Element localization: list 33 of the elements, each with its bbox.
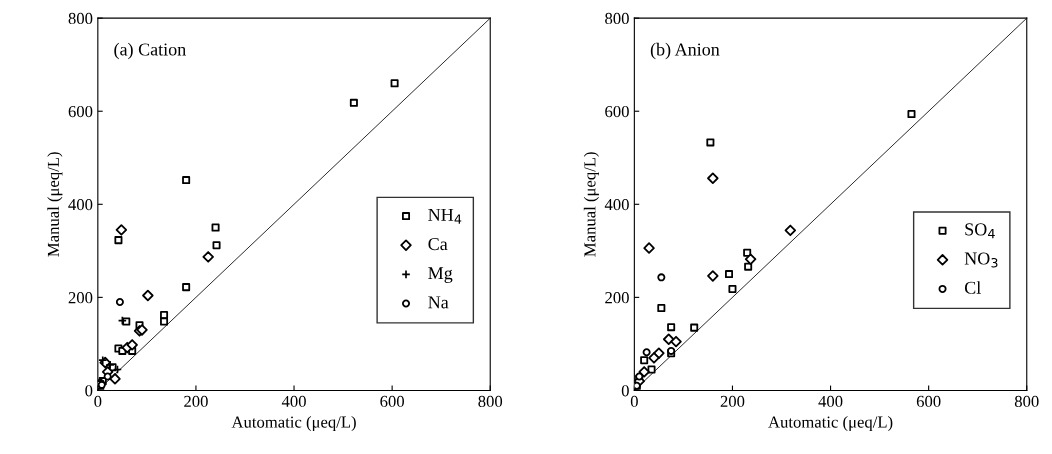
y-tick-label: 600 [605, 105, 629, 118]
annotation: (b) Anion [650, 42, 720, 60]
legend-label: SO$_{4}$ [965, 223, 995, 239]
legend-label: NO$_{3}$ [964, 252, 998, 268]
x-axis-title: Automatic (μeq/L) [231, 415, 356, 432]
y-axis-title: Manual (μeq/L) [47, 152, 63, 257]
x-tick-label: 400 [281, 395, 306, 408]
x-tick-label: 600 [916, 395, 941, 408]
x-axis-title: Automatic (μeq/L) [768, 415, 893, 432]
y-tick-label: 800 [605, 12, 629, 25]
x-tick-label: 200 [720, 395, 745, 408]
x-tick-label: 800 [478, 395, 503, 408]
y-tick-label: 200 [68, 292, 93, 304]
y-tick-label: 200 [605, 292, 629, 304]
x-tick-label: 0 [630, 395, 638, 408]
x-tick-label: 200 [184, 395, 208, 408]
y-tick-label: 400 [604, 199, 629, 211]
legend-label: Na [428, 296, 449, 309]
legend-label: Cl [964, 281, 981, 294]
x-tick-label: 600 [380, 395, 404, 408]
annotation: (a) Cation [114, 42, 186, 60]
x-tick-label: 800 [1014, 395, 1039, 408]
y-tick-label: 400 [68, 199, 93, 211]
legend-label: Ca [428, 238, 448, 251]
legend-label: NH$_{4}$ [428, 208, 462, 224]
y-tick-label: 800 [68, 12, 93, 25]
y-axis-title: Manual (μeq/L) [583, 152, 599, 257]
x-tick-label: 400 [818, 395, 843, 408]
y-tick-label: 0 [85, 385, 93, 397]
legend-label: Mg [428, 267, 453, 283]
y-tick-label: 0 [621, 385, 629, 397]
x-tick-label: 0 [94, 395, 102, 408]
y-tick-label: 600 [68, 105, 93, 118]
